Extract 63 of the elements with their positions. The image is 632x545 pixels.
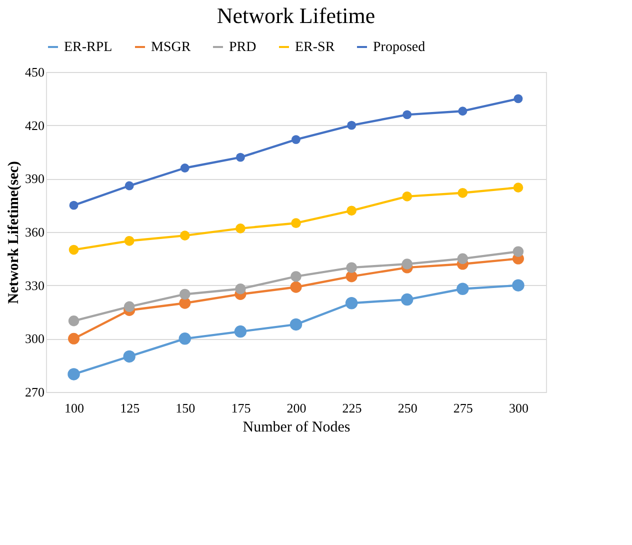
point — [68, 316, 80, 326]
point — [402, 110, 412, 120]
point — [458, 106, 468, 116]
point — [235, 284, 246, 294]
x-tick-label: 200 — [286, 400, 306, 416]
point — [180, 288, 190, 300]
point — [345, 297, 358, 310]
y-axis-title: Network Lifetime(sec) — [6, 161, 22, 304]
x-axis-title: Number of Nodes — [242, 420, 350, 436]
legend-label: MSGR — [151, 40, 192, 55]
point — [456, 282, 469, 295]
point — [236, 224, 246, 234]
point — [513, 182, 524, 192]
point — [124, 301, 135, 312]
point — [290, 318, 302, 331]
x-tick-label: 175 — [231, 400, 251, 416]
point — [346, 262, 357, 273]
legend-label: ER-SR — [295, 40, 336, 55]
point — [68, 244, 79, 255]
point — [402, 192, 412, 202]
chart-title: Network Lifetime — [216, 3, 376, 28]
point — [457, 253, 468, 264]
x-tick-label: 225 — [342, 400, 362, 416]
point — [346, 206, 356, 216]
y-tick-label: 360 — [25, 224, 44, 240]
x-tick-label: 300 — [508, 400, 528, 416]
y-tick-label: 420 — [25, 118, 44, 133]
y-tick-label: 450 — [25, 64, 44, 80]
y-tick-label: 390 — [25, 171, 44, 186]
point — [290, 271, 302, 282]
x-tick-label: 100 — [64, 400, 84, 416]
y-tick-label: 270 — [25, 384, 44, 400]
x-tick-label: 250 — [398, 400, 418, 416]
point — [400, 293, 414, 306]
legend-label: Proposed — [373, 40, 426, 55]
x-tick-label: 125 — [120, 400, 140, 416]
y-tick-label: 300 — [25, 331, 44, 346]
point — [180, 230, 190, 240]
point — [236, 152, 245, 162]
x-tick-label: 150 — [176, 400, 196, 416]
x-tick-label: 275 — [453, 400, 473, 416]
point — [124, 181, 134, 190]
point — [514, 94, 523, 104]
point — [68, 332, 80, 344]
point — [69, 200, 78, 210]
point — [292, 135, 300, 144]
point — [402, 258, 412, 270]
point — [178, 332, 192, 345]
point — [179, 297, 191, 309]
point — [291, 218, 301, 228]
point — [234, 325, 247, 338]
point — [124, 236, 134, 246]
point — [347, 120, 356, 130]
point — [512, 246, 524, 257]
point — [290, 281, 302, 293]
point — [458, 188, 468, 198]
y-tick-label: 330 — [25, 278, 44, 293]
legend-label: PRD — [229, 40, 256, 55]
point — [180, 164, 190, 172]
legend-label: ER-RPL — [64, 40, 112, 55]
point — [512, 279, 524, 292]
point — [68, 368, 80, 380]
point — [123, 350, 136, 363]
